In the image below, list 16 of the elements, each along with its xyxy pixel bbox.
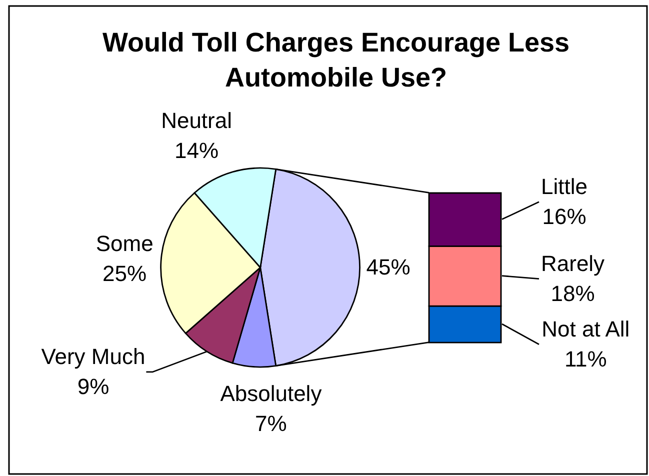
slice-label: Very Much: [41, 344, 146, 369]
series-label: Not at All: [542, 316, 630, 342]
data-label: 45%: [366, 254, 410, 280]
data-label: 25%: [102, 260, 147, 286]
slice-label: Some: [96, 230, 154, 256]
slice-label: Neutral: [161, 108, 232, 134]
data-label: 18%: [550, 280, 595, 306]
slice-label: Absolutely: [220, 381, 322, 406]
data-label: 14%: [174, 138, 219, 164]
data-label: 16%: [542, 204, 586, 229]
series-label: Little: [541, 174, 588, 199]
data-label: 7%: [255, 411, 287, 436]
data-label: 9%: [77, 374, 110, 399]
data-label: 11%: [564, 346, 607, 372]
chart-title: Would Toll Charges Encourage Less Automobile Use?: [102, 28, 570, 93]
series-label: Rarely: [541, 250, 605, 276]
